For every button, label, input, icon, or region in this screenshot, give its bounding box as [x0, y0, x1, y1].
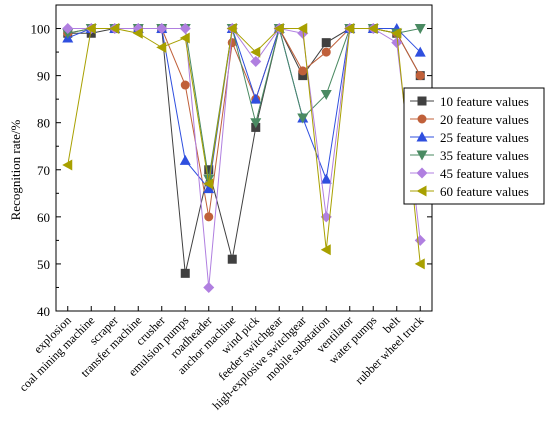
legend-marker [416, 131, 428, 142]
legend-box [403, 87, 545, 205]
series-line [67, 27, 421, 288]
data-point [179, 154, 191, 165]
data-point [297, 113, 309, 124]
data-point [415, 71, 425, 81]
series-line [67, 27, 421, 217]
y-tick-label: 40 [37, 304, 50, 319]
data-point [132, 27, 143, 39]
plot-frame [55, 4, 433, 312]
data-point [273, 23, 284, 35]
y-tick-label: 90 [37, 69, 50, 84]
y-tick-label: 70 [37, 163, 50, 178]
data-point [250, 46, 261, 58]
y-tick-label: 60 [37, 210, 50, 225]
data-point [297, 23, 308, 35]
data-point [320, 89, 332, 100]
data-point [204, 165, 214, 175]
data-point [203, 178, 214, 190]
legend-marker [417, 96, 427, 106]
data-point [250, 118, 262, 129]
data-point [203, 281, 215, 293]
legend-item: 20 feature values [410, 112, 529, 127]
series-layer [62, 23, 426, 293]
data-point [344, 23, 355, 35]
legend-item: 60 feature values [410, 184, 529, 199]
legend-marker [416, 167, 428, 179]
data-point [180, 268, 190, 278]
legend-item: 35 feature values [410, 148, 529, 163]
legend-marker [416, 150, 428, 161]
data-point [179, 23, 191, 35]
data-point [414, 46, 426, 57]
data-point [391, 27, 402, 39]
legend-item: 25 feature values [410, 130, 529, 145]
series-6 [62, 23, 425, 270]
data-point [321, 47, 331, 57]
legend-label: 45 feature values [440, 166, 529, 181]
legend-label: 20 feature values [440, 112, 529, 127]
data-point [109, 23, 120, 35]
data-point [414, 24, 426, 35]
data-point [298, 66, 308, 76]
data-point [250, 55, 262, 67]
data-point [62, 159, 73, 171]
data-point [203, 174, 215, 185]
data-point [179, 32, 190, 44]
data-point [414, 258, 425, 270]
legend: 10 feature values 20 feature values 25 fea… [403, 87, 545, 205]
data-point [298, 71, 308, 81]
legend-label: 10 feature values [440, 94, 529, 109]
series-line [67, 26, 421, 190]
legend-marker [417, 114, 427, 124]
series-4 [62, 24, 426, 185]
series-3 [62, 23, 426, 194]
legend-label: 60 feature values [440, 184, 529, 199]
data-point [180, 80, 190, 90]
legend-item: 10 feature values [410, 94, 529, 109]
data-point [250, 93, 262, 104]
data-point [321, 38, 331, 48]
series-line [67, 27, 421, 264]
legend-label: 35 feature values [440, 148, 529, 163]
data-point [320, 173, 332, 184]
y-tick-label: 50 [37, 257, 50, 272]
data-point [62, 23, 74, 35]
data-point [156, 23, 168, 35]
series-line [67, 28, 421, 180]
series-1 [63, 24, 425, 278]
data-point [204, 212, 214, 222]
legend-marker [416, 185, 427, 197]
data-point [414, 234, 426, 246]
y-axis-label: Recognition rate/% [8, 119, 23, 220]
data-point [85, 23, 96, 35]
data-point [391, 37, 403, 49]
data-point [203, 183, 215, 194]
legend-item: 45 feature values [410, 166, 529, 181]
data-point [367, 23, 378, 35]
legend-label: 25 feature values [440, 130, 529, 145]
data-point [226, 23, 237, 35]
data-point [156, 41, 167, 53]
data-point [227, 254, 237, 264]
data-point [320, 244, 331, 256]
y-tick-label: 100 [31, 22, 51, 37]
y-tick-label: 80 [37, 116, 50, 131]
